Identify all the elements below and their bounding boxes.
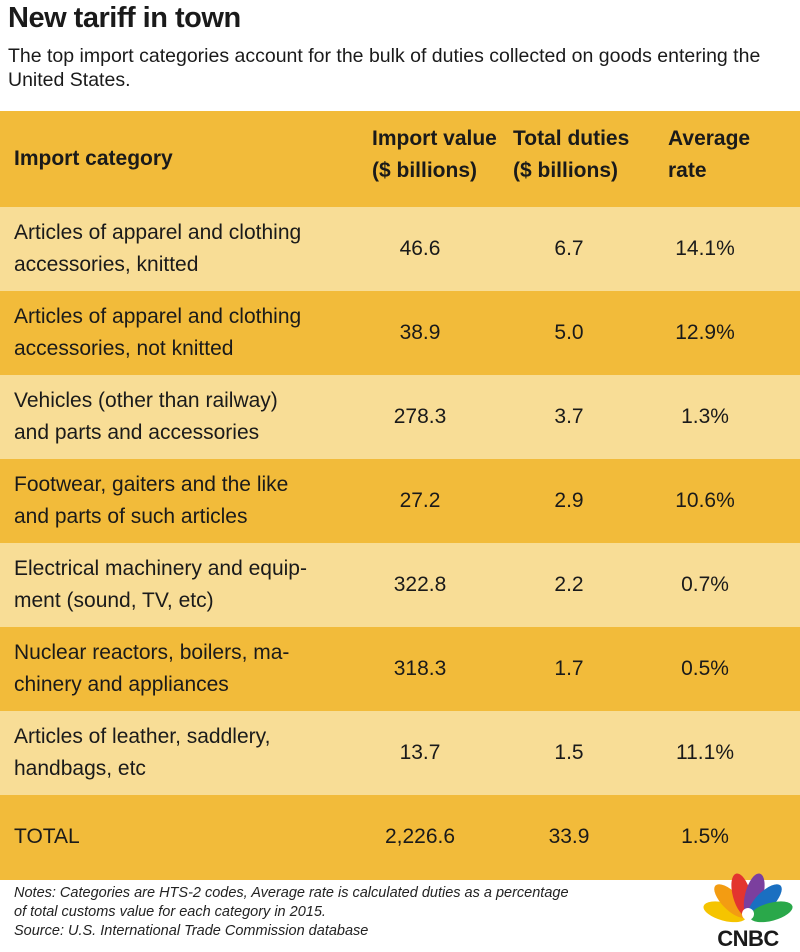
total-label: TOTAL — [14, 825, 80, 848]
row-import-value: 13.7 — [399, 741, 441, 764]
note-line: of total customs value for each category… — [14, 904, 326, 920]
row-average-rate: 14.1% — [675, 237, 735, 260]
row-average-rate: 0.7% — [681, 573, 729, 596]
row-average-rate: 10.6% — [675, 489, 735, 512]
category-line: accessories, knitted — [14, 253, 199, 276]
category-line: ment (sound, TV, etc) — [14, 589, 214, 612]
chart-subtitle: The top import categories account for th… — [8, 45, 761, 91]
table-row: Articles of apparel and clothing accesso… — [0, 207, 800, 291]
row-import-value: 46.6 — [399, 237, 441, 260]
table-row: Electrical machinery and equip- ment (so… — [0, 543, 800, 627]
row-category: Nuclear reactors, boilers, ma- chinery a… — [14, 637, 344, 701]
header-line: ($ billions) — [372, 159, 477, 182]
row-category: Footwear, gaiters and the like and parts… — [14, 469, 344, 533]
row-category: Articles of leather, saddlery, handbags,… — [14, 721, 344, 785]
category-line: Electrical machinery and equip- — [14, 557, 307, 580]
category-line: Nuclear reactors, boilers, ma- — [14, 641, 290, 664]
total-average-rate: 1.5% — [681, 825, 729, 848]
row-average-rate: 12.9% — [675, 321, 735, 344]
header-average-rate: Average rate — [668, 123, 778, 187]
row-category: Articles of apparel and clothing accesso… — [14, 301, 344, 365]
category-line: Articles of leather, saddlery, — [14, 725, 271, 748]
row-import-value: 278.3 — [393, 405, 447, 428]
table-row: Footwear, gaiters and the like and parts… — [0, 459, 800, 543]
cnbc-wordmark: CNBC — [717, 926, 779, 951]
category-line: handbags, etc — [14, 757, 146, 780]
tariff-table: Import category Import value ($ billions… — [0, 111, 800, 880]
peacock-feather — [749, 901, 793, 923]
cnbc-logo: CNBC — [700, 868, 796, 951]
header-line: Average — [668, 127, 751, 150]
chart-title: New tariff in town — [8, 2, 241, 34]
total-import-value: 2,226.6 — [384, 825, 456, 848]
table-row: Nuclear reactors, boilers, ma- chinery a… — [0, 627, 800, 711]
table-row: Vehicles (other than railway) and parts … — [0, 375, 800, 459]
header-line: rate — [668, 159, 707, 182]
table-row: Articles of leather, saddlery, handbags,… — [0, 711, 800, 795]
row-category: Articles of apparel and clothing accesso… — [14, 217, 344, 281]
row-total-duties: 2.2 — [554, 573, 584, 596]
source-line: Source: U.S. International Trade Commiss… — [14, 923, 369, 939]
category-line: Articles of apparel and clothing — [14, 221, 302, 244]
table-header-row: Import category Import value ($ billions… — [0, 111, 800, 207]
category-line: Vehicles (other than railway) — [14, 389, 278, 412]
category-line: Articles of apparel and clothing — [14, 305, 302, 328]
row-total-duties: 6.7 — [554, 237, 584, 260]
row-import-value: 318.3 — [393, 657, 447, 680]
header-import-value: Import value ($ billions) — [372, 123, 512, 187]
row-category: Vehicles (other than railway) and parts … — [14, 385, 344, 449]
row-import-value: 27.2 — [399, 489, 441, 512]
row-total-duties: 5.0 — [554, 321, 584, 344]
total-duties: 33.9 — [548, 825, 590, 848]
header-line: Import value — [372, 127, 497, 150]
category-line: Footwear, gaiters and the like — [14, 473, 289, 496]
row-category: Electrical machinery and equip- ment (so… — [14, 553, 344, 617]
row-average-rate: 0.5% — [681, 657, 729, 680]
category-line: and parts of such articles — [14, 505, 248, 528]
peacock-icon — [703, 873, 793, 923]
header-line: Import category — [14, 147, 173, 170]
category-line: accessories, not knitted — [14, 337, 234, 360]
row-average-rate: 1.3% — [681, 405, 729, 428]
table-row: Articles of apparel and clothing accesso… — [0, 291, 800, 375]
category-line: and parts and accessories — [14, 421, 260, 444]
category-line: chinery and appliances — [14, 673, 229, 696]
row-total-duties: 1.7 — [554, 657, 584, 680]
peacock-body — [742, 908, 754, 920]
header-import-category: Import category — [14, 143, 344, 175]
header-total-duties: Total duties ($ billions) — [513, 123, 653, 187]
header-line: Total duties — [513, 127, 630, 150]
row-import-value: 38.9 — [399, 321, 441, 344]
row-total-duties: 3.7 — [554, 405, 584, 428]
row-total-duties: 2.9 — [554, 489, 584, 512]
row-total-duties: 1.5 — [554, 741, 584, 764]
row-average-rate: 11.1% — [676, 741, 734, 764]
header-line: ($ billions) — [513, 159, 618, 182]
table-total-row: TOTAL 2,226.6 33.9 1.5% — [0, 795, 800, 880]
note-line: Notes: Categories are HTS-2 codes, Avera… — [14, 885, 569, 901]
footnotes: Notes: Categories are HTS-2 codes, Avera… — [14, 884, 694, 941]
row-import-value: 322.8 — [393, 573, 447, 596]
